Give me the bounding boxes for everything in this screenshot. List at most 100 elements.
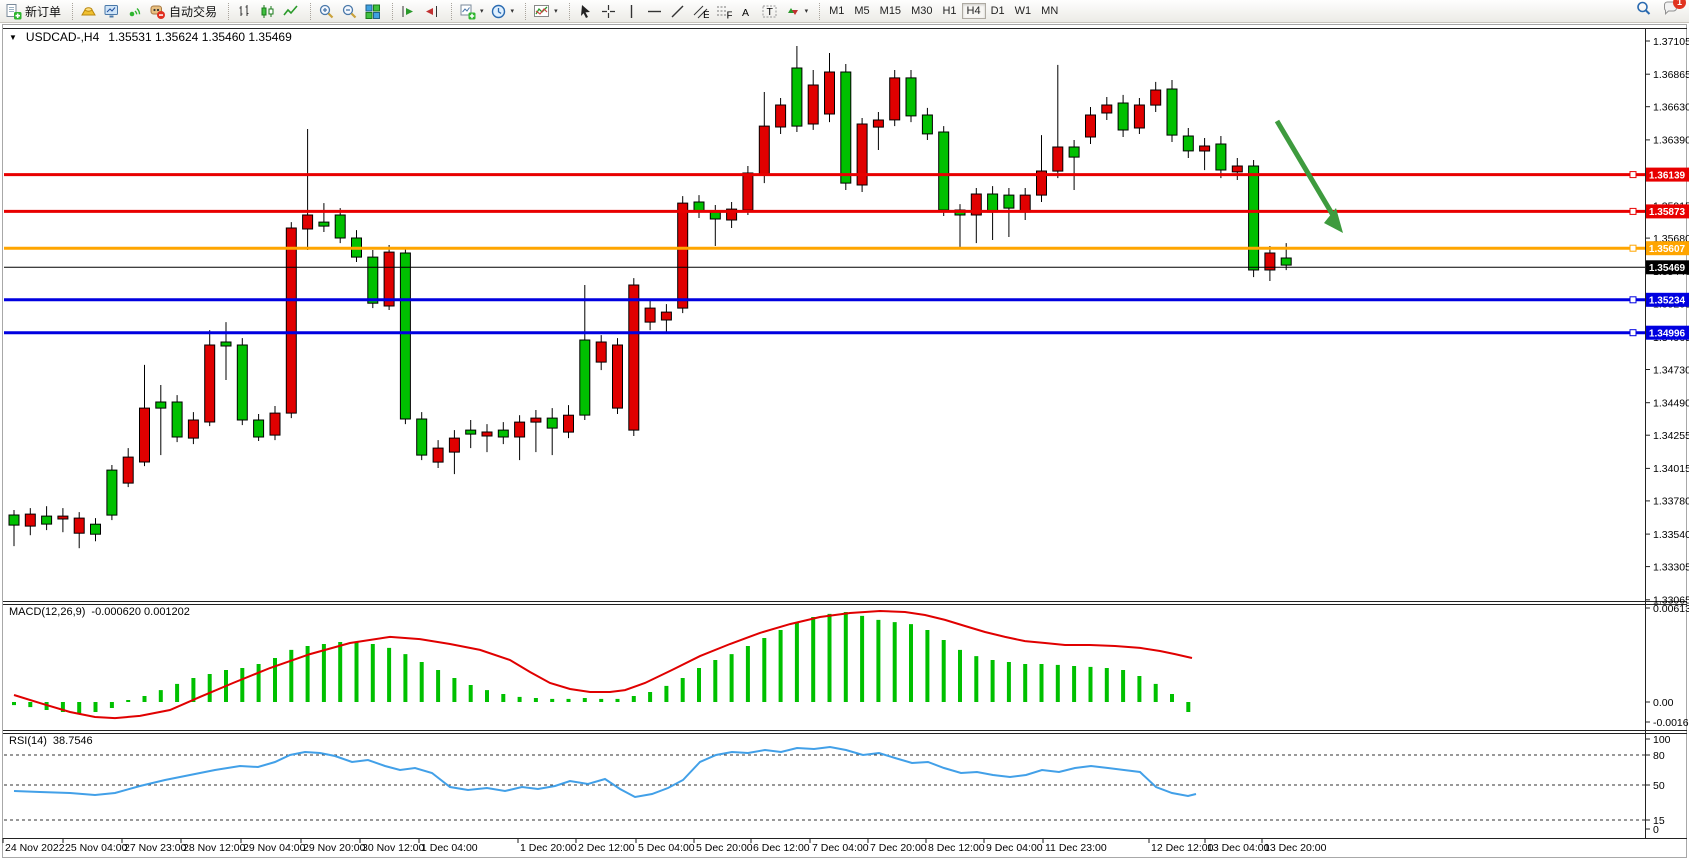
label-icon: T <box>761 3 778 20</box>
price-tick-label: 1.34015 <box>1653 463 1689 475</box>
line-chart-button[interactable] <box>279 2 302 21</box>
indicators-button[interactable]: ▾ <box>530 2 561 21</box>
line-anchor-handle[interactable] <box>1629 207 1637 215</box>
chart-expand-icon[interactable]: ▼ <box>9 32 17 42</box>
new-chart-button[interactable]: ▾ <box>456 2 487 21</box>
notification-badge: 1 <box>1673 0 1686 9</box>
gold-icon <box>80 3 97 20</box>
timeframe-H4[interactable]: H4 <box>961 3 986 19</box>
line-anchor-handle[interactable] <box>1629 296 1637 304</box>
candle <box>1133 104 1145 129</box>
arrows-button[interactable]: ▾ <box>781 2 812 21</box>
timeframe-MN[interactable]: MN <box>1041 5 1059 17</box>
candle <box>970 193 982 216</box>
time-tick-label: 13 Dec 20:00 <box>1264 842 1327 854</box>
svg-text:0.00: 0.00 <box>1653 697 1674 709</box>
candlestick-icon <box>259 3 276 20</box>
terminal-icon <box>103 3 120 20</box>
time-tick-label: 28 Nov 12:00 <box>183 842 246 854</box>
candle <box>1052 146 1064 172</box>
new-order-icon <box>5 3 22 20</box>
autotrading-button[interactable]: 自动交易 <box>146 2 220 21</box>
zoom-in-button[interactable] <box>315 2 338 21</box>
new-order-button[interactable]: 新订单 <box>2 2 64 21</box>
trendline-icon <box>669 3 686 20</box>
auto-scroll-button[interactable] <box>397 2 420 21</box>
vertical-line-button[interactable] <box>620 2 643 21</box>
equidistant-channel-button[interactable]: E <box>689 2 712 21</box>
candle <box>8 514 20 526</box>
rsi-label: RSI(14) 38.7546 <box>9 735 93 747</box>
cursor-button[interactable] <box>574 2 597 21</box>
fibonacci-button[interactable]: F <box>712 2 735 21</box>
timeframe-D1[interactable]: D1 <box>990 5 1005 17</box>
candle <box>24 513 36 527</box>
zoom-in-icon <box>318 3 335 20</box>
candle <box>481 431 493 437</box>
macd-label: MACD(12,26,9) -0.000620 0.001202 <box>9 606 190 618</box>
horizontal-line-button[interactable] <box>643 2 666 21</box>
macd-values: -0.000620 0.001202 <box>91 606 190 618</box>
line-anchor-handle[interactable] <box>1629 244 1637 252</box>
timeframe-M15[interactable]: M15 <box>879 5 902 17</box>
crosshair-button[interactable] <box>597 2 620 21</box>
new-order-button-label: 新订单 <box>25 4 62 19</box>
crosshair-icon <box>600 3 617 20</box>
candle <box>514 421 526 438</box>
time-tick-label: 27 Nov 23:00 <box>124 842 187 854</box>
timeframe-M30[interactable]: M30 <box>911 5 933 17</box>
candle <box>253 419 265 438</box>
macd-name: MACD(12,26,9) <box>9 606 86 618</box>
svg-text:80: 80 <box>1653 750 1665 762</box>
candle <box>824 71 835 115</box>
toolbar-separator <box>565 2 570 20</box>
timeframe-W1[interactable]: W1 <box>1014 5 1032 17</box>
text-label-button[interactable]: T <box>758 2 781 21</box>
candle <box>628 284 640 431</box>
arrow-object[interactable] <box>1274 119 1343 233</box>
signal-icon <box>126 3 143 20</box>
notifications-button[interactable]: 1 <box>1662 0 1686 22</box>
text-button[interactable]: A <box>735 2 758 21</box>
price-tick-label: 1.36865 <box>1653 69 1689 81</box>
candle <box>1182 135 1194 152</box>
line-anchor-handle[interactable] <box>1629 329 1637 337</box>
toolbar-right: 1 <box>1635 0 1687 22</box>
chart-title: ▼ USDCAD-,H4 1.35531 1.35624 1.35460 1.3… <box>9 30 292 44</box>
chart-shift-button[interactable] <box>420 2 443 21</box>
candle <box>383 251 395 307</box>
signals-button[interactable] <box>123 2 146 21</box>
candlestick-chart-button[interactable] <box>256 2 279 21</box>
candle <box>921 114 933 135</box>
price-badges: 1.36139 1.35873 1.35607 1.35469 1.35234 1.349… <box>1646 167 1689 340</box>
timeframe-M5[interactable]: M5 <box>854 5 870 17</box>
timeframe-M1[interactable]: M1 <box>829 5 845 17</box>
svg-text:0.006139: 0.006139 <box>1653 603 1689 615</box>
svg-text:0: 0 <box>1653 824 1659 836</box>
timeframe-H1[interactable]: H1 <box>942 5 957 17</box>
chevron-down-icon: ▾ <box>510 8 515 15</box>
price-badge: 1.35873 <box>1649 207 1686 218</box>
macd-signal-line <box>13 609 1193 720</box>
trendline-button[interactable] <box>666 2 689 21</box>
market-watch-button[interactable] <box>77 2 100 21</box>
candle <box>465 429 477 435</box>
rsi-line <box>13 745 1197 799</box>
periods-button[interactable]: ▾ <box>487 2 518 21</box>
time-tick-label: 5 Dec 04:00 <box>638 842 695 854</box>
cursor-icon <box>577 3 594 20</box>
price-tick-label: 1.34255 <box>1653 430 1689 442</box>
svg-text:-0.001692: -0.001692 <box>1653 717 1689 729</box>
price-badge: 1.34996 <box>1649 329 1686 340</box>
candle <box>204 344 216 423</box>
candle <box>57 515 69 520</box>
price-tick-label: 1.33540 <box>1653 529 1689 541</box>
bar-chart-button[interactable] <box>233 2 256 21</box>
search-button[interactable] <box>1635 0 1652 22</box>
terminal-button[interactable] <box>100 2 123 21</box>
zoom-out-button[interactable] <box>338 2 361 21</box>
tile-windows-button[interactable] <box>361 2 384 21</box>
line-anchor-handle[interactable] <box>1629 171 1637 179</box>
period-clock-icon <box>490 3 507 20</box>
